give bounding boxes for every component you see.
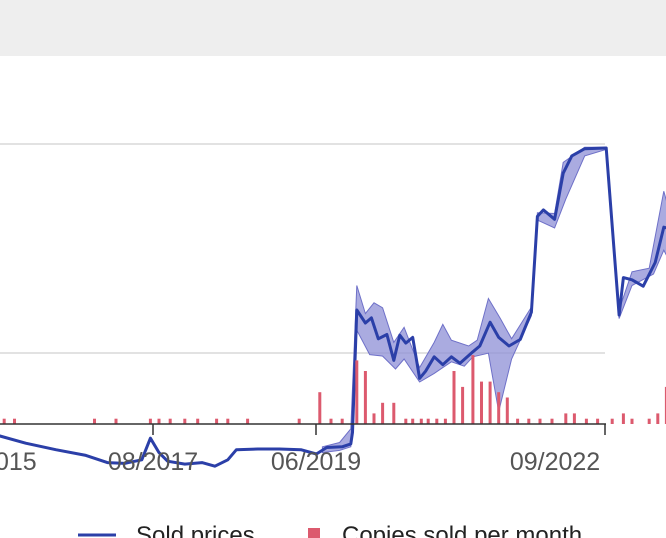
volume-bar-45: [572, 413, 576, 424]
volume-bar-52: [656, 413, 660, 424]
volume-bar-13: [183, 418, 187, 424]
volume-bar-12: [168, 418, 172, 424]
volume-bar-20: [329, 418, 333, 424]
volume-bar-9: [114, 418, 118, 424]
volume-bar-29: [419, 418, 423, 424]
x-tick-label-2019: 06/2019: [271, 448, 361, 476]
volume-bar-50: [630, 418, 634, 424]
volume-bar-10: [148, 418, 152, 424]
volume-bar-24: [372, 413, 376, 424]
volume-bar-48: [610, 418, 614, 424]
legend-bar-swatch: [308, 528, 320, 538]
volume-bar-36: [480, 381, 483, 424]
legend-label-copies-sold: Copies sold per month: [342, 522, 582, 538]
volume-bar-46: [584, 418, 588, 424]
volume-bar-7: [13, 418, 16, 424]
volume-bar-51: [647, 418, 651, 424]
volume-bar-37: [488, 381, 492, 424]
volume-bar-30: [426, 418, 430, 424]
volume-bar-35: [471, 355, 475, 424]
volume-bar-14: [196, 418, 200, 424]
x-tick-label-2015: 015: [0, 448, 37, 476]
volume-bar-6: [2, 418, 6, 424]
legend-label-sold-prices: Sold prices: [136, 522, 255, 538]
volume-bar-33: [452, 371, 456, 424]
sold-prices-line: [0, 146, 666, 468]
volume-bar-11: [157, 418, 161, 424]
volume-bar-23: [363, 371, 367, 424]
volume-bar-31: [435, 418, 439, 424]
volume-bar-25: [381, 402, 385, 424]
volume-bar-15: [215, 418, 219, 424]
volume-bar-21: [340, 418, 344, 424]
volume-bar-39: [505, 397, 509, 424]
volume-bar-18: [297, 418, 301, 424]
chart-header-bar: [0, 0, 666, 56]
volume-bar-32: [443, 418, 447, 424]
volume-bar-19: [318, 392, 322, 424]
volume-bar-53: [664, 386, 666, 424]
volume-bar-22: [355, 360, 359, 424]
copies-sold-bars: [2, 355, 666, 424]
volume-bar-49: [621, 413, 625, 424]
volume-bar-16: [226, 418, 230, 424]
volume-bar-8: [93, 418, 96, 424]
volume-bar-26: [392, 402, 396, 424]
x-tick-label-2022: 09/2022: [510, 448, 600, 476]
volume-bar-40: [516, 418, 520, 424]
volume-bar-34: [461, 386, 465, 424]
volume-bar-38: [497, 392, 501, 424]
volume-bar-43: [550, 418, 554, 424]
volume-bar-27: [404, 418, 408, 424]
volume-bar-17: [246, 418, 250, 424]
volume-bar-28: [411, 418, 415, 424]
volume-bar-41: [527, 418, 531, 424]
chart-legend: Sold prices Copies sold per month: [78, 522, 582, 538]
volume-bar-47: [596, 418, 600, 424]
price-range-band: [321, 146, 666, 454]
volume-bar-44: [564, 413, 568, 424]
volume-bar-42: [538, 418, 542, 424]
x-tick-label-2017: 08/2017: [108, 448, 198, 476]
